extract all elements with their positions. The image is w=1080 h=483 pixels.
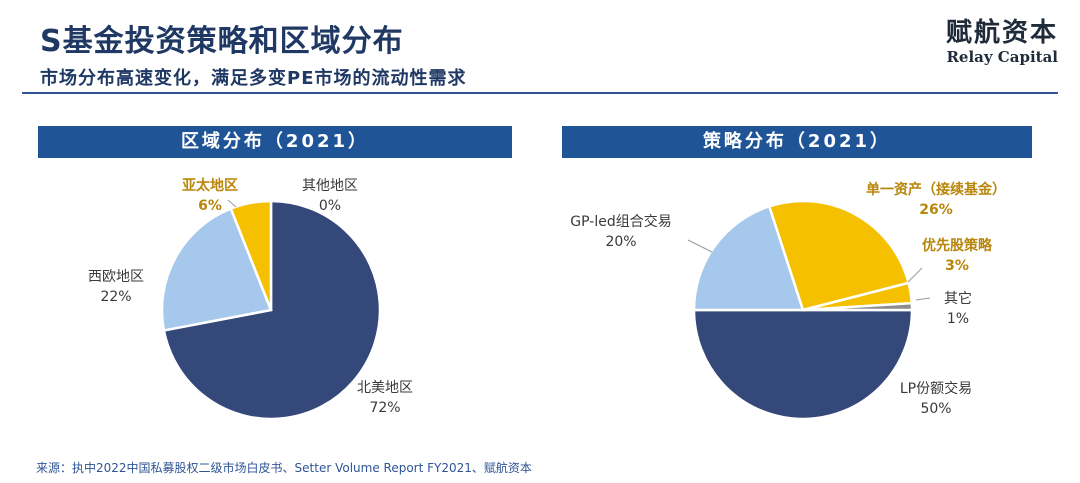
region-label-2: 亚太地区	[182, 177, 238, 194]
strategy-label-0: LP份额交易	[900, 380, 972, 397]
strategy-value-0: 50%	[920, 401, 951, 417]
region-slice-2	[229, 199, 273, 311]
strategy-leader-4	[915, 297, 931, 301]
strategy-slice-0	[692, 308, 914, 421]
strategy-label-4: 其它	[944, 290, 972, 307]
strategy-slice-2	[767, 199, 911, 312]
strategy-value-2: 26%	[919, 202, 953, 218]
strategy-label-3: 优先股策略	[922, 237, 993, 254]
strategy-value-4: 1%	[947, 311, 969, 327]
logo-cn: 赋航资本	[945, 18, 1058, 48]
header-divider	[22, 92, 1058, 94]
page-title: S基金投资策略和区域分布	[40, 24, 404, 59]
region-label-0: 北美地区	[357, 380, 413, 396]
region-value-1: 22%	[100, 289, 131, 305]
source-note: 来源：执中2022中国私募股权二级市场白皮书、Setter Volume Rep…	[36, 461, 532, 475]
strategy-label-2: 单一资产（接续基金）	[866, 181, 1006, 198]
region-value-0: 72%	[369, 400, 400, 416]
region-value-2: 6%	[198, 198, 222, 214]
page-subtitle: 市场分布高速变化，满足多变PE市场的流动性需求	[40, 68, 467, 89]
strategy-pie: LP份额交易 50% GP-led组合交易 20% 单一资产（接续基金） 26% 优先股策略…	[570, 181, 1006, 421]
region-leader-2	[227, 199, 237, 208]
strategy-leader-1	[687, 239, 713, 253]
strategy-leader-3	[907, 267, 923, 283]
region-label-1: 西欧地区	[88, 269, 144, 285]
strategy-chart-title: 策略分布（2021）	[562, 126, 1032, 158]
strategy-slice-1	[692, 204, 805, 312]
region-chart-title: 区域分布（2021）	[38, 126, 512, 158]
region-label-3: 其他地区	[302, 178, 358, 194]
region-value-3: 0%	[319, 198, 341, 214]
logo-en: Relay Capital	[946, 48, 1058, 66]
strategy-label-1: GP-led组合交易	[570, 213, 671, 230]
strategy-slice-4	[802, 301, 914, 312]
region-pie: 北美地区 72% 西欧地区 22% 亚太地区 6% 其他地区 0%	[88, 177, 413, 421]
strategy-value-1: 20%	[605, 234, 636, 250]
region-slice-1	[160, 207, 273, 332]
logo: 赋航资本 Relay Capital	[946, 18, 1058, 66]
strategy-value-3: 3%	[945, 258, 969, 274]
